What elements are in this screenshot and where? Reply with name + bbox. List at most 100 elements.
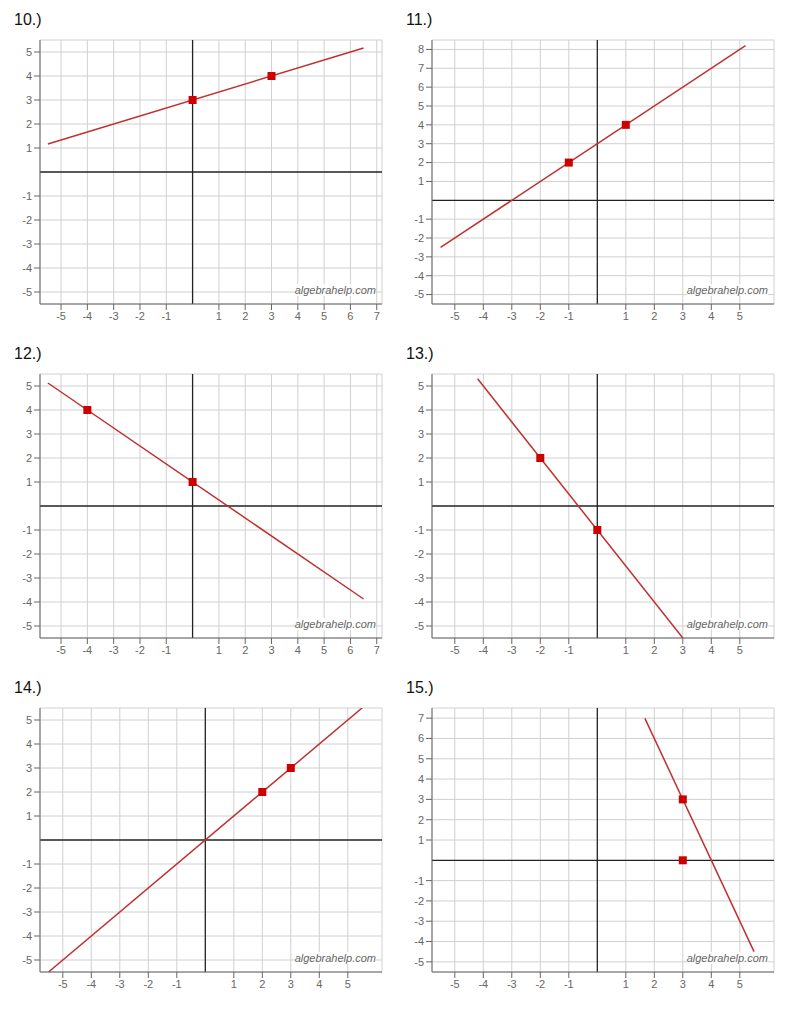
svg-text:-4: -4 <box>478 644 488 656</box>
svg-text:4: 4 <box>708 644 714 656</box>
svg-text:3: 3 <box>268 644 274 656</box>
svg-text:5: 5 <box>737 978 743 990</box>
svg-text:1: 1 <box>418 476 424 488</box>
svg-text:-2: -2 <box>535 978 545 990</box>
svg-text:3: 3 <box>26 762 32 774</box>
svg-text:2: 2 <box>242 310 248 322</box>
svg-text:-4: -4 <box>414 270 424 282</box>
svg-text:5: 5 <box>737 644 743 656</box>
svg-text:4: 4 <box>295 644 301 656</box>
svg-text:6: 6 <box>347 310 353 322</box>
svg-text:1: 1 <box>216 644 222 656</box>
svg-text:6: 6 <box>418 732 424 744</box>
svg-text:-2: -2 <box>535 310 545 322</box>
svg-text:-1: -1 <box>161 644 171 656</box>
svg-text:2: 2 <box>418 814 424 826</box>
svg-text:-1: -1 <box>414 524 424 536</box>
svg-text:-4: -4 <box>22 262 32 274</box>
svg-text:-4: -4 <box>478 310 488 322</box>
svg-text:4: 4 <box>708 310 714 322</box>
svg-text:-4: -4 <box>478 978 488 990</box>
svg-text:5: 5 <box>737 310 743 322</box>
svg-text:5: 5 <box>26 380 32 392</box>
svg-text:-3: -3 <box>507 644 517 656</box>
svg-text:2: 2 <box>418 156 424 168</box>
svg-text:-3: -3 <box>414 915 424 927</box>
svg-text:4: 4 <box>26 738 32 750</box>
svg-text:4: 4 <box>418 119 424 131</box>
svg-text:-4: -4 <box>414 935 424 947</box>
svg-text:1: 1 <box>231 978 237 990</box>
svg-text:-2: -2 <box>143 978 153 990</box>
svg-text:4: 4 <box>26 404 32 416</box>
svg-text:-2: -2 <box>22 214 32 226</box>
svg-text:-3: -3 <box>22 572 32 584</box>
svg-text:-4: -4 <box>86 978 96 990</box>
svg-text:-2: -2 <box>535 644 545 656</box>
svg-text:8: 8 <box>418 43 424 55</box>
svg-text:-1: -1 <box>564 978 574 990</box>
svg-text:4: 4 <box>316 978 322 990</box>
svg-text:-1: -1 <box>414 875 424 887</box>
svg-text:2: 2 <box>418 452 424 464</box>
svg-text:-3: -3 <box>109 644 119 656</box>
svg-text:2: 2 <box>26 118 32 130</box>
svg-text:-1: -1 <box>22 524 32 536</box>
svg-text:7: 7 <box>374 644 380 656</box>
svg-text:5: 5 <box>418 100 424 112</box>
svg-text:-1: -1 <box>564 644 574 656</box>
svg-text:1: 1 <box>418 834 424 846</box>
svg-text:3: 3 <box>418 793 424 805</box>
svg-text:5: 5 <box>418 753 424 765</box>
svg-text:3: 3 <box>268 310 274 322</box>
svg-text:-1: -1 <box>172 978 182 990</box>
svg-text:-5: -5 <box>450 310 460 322</box>
svg-text:-1: -1 <box>564 310 574 322</box>
svg-text:-1: -1 <box>414 213 424 225</box>
svg-text:7: 7 <box>418 712 424 724</box>
svg-text:-5: -5 <box>450 644 460 656</box>
svg-text:-3: -3 <box>22 906 32 918</box>
svg-text:-5: -5 <box>414 288 424 300</box>
svg-text:-2: -2 <box>414 548 424 560</box>
svg-text:3: 3 <box>680 644 686 656</box>
svg-text:-3: -3 <box>414 251 424 263</box>
svg-text:-2: -2 <box>22 882 32 894</box>
svg-text:-2: -2 <box>414 232 424 244</box>
svg-text:7: 7 <box>418 62 424 74</box>
svg-text:5: 5 <box>26 714 32 726</box>
svg-text:7: 7 <box>374 310 380 322</box>
svg-text:-3: -3 <box>507 310 517 322</box>
svg-text:-3: -3 <box>507 978 517 990</box>
svg-text:-5: -5 <box>58 978 68 990</box>
svg-text:4: 4 <box>295 310 301 322</box>
svg-text:3: 3 <box>680 310 686 322</box>
svg-text:-5: -5 <box>56 644 66 656</box>
svg-text:-5: -5 <box>450 978 460 990</box>
svg-text:-3: -3 <box>22 238 32 250</box>
svg-text:-5: -5 <box>22 620 32 632</box>
svg-text:4: 4 <box>26 70 32 82</box>
svg-text:5: 5 <box>26 46 32 58</box>
svg-text:-1: -1 <box>22 190 32 202</box>
svg-text:2: 2 <box>651 310 657 322</box>
svg-text:2: 2 <box>259 978 265 990</box>
svg-text:1: 1 <box>26 476 32 488</box>
svg-text:6: 6 <box>418 81 424 93</box>
svg-text:5: 5 <box>418 380 424 392</box>
svg-text:-4: -4 <box>414 596 424 608</box>
svg-text:3: 3 <box>26 428 32 440</box>
svg-text:-1: -1 <box>22 858 32 870</box>
svg-text:-2: -2 <box>414 895 424 907</box>
svg-text:1: 1 <box>623 644 629 656</box>
svg-text:-3: -3 <box>115 978 125 990</box>
svg-text:3: 3 <box>418 138 424 150</box>
svg-text:3: 3 <box>680 978 686 990</box>
svg-text:4: 4 <box>418 404 424 416</box>
svg-text:2: 2 <box>26 452 32 464</box>
svg-text:-2: -2 <box>22 548 32 560</box>
svg-text:-5: -5 <box>414 620 424 632</box>
svg-text:-4: -4 <box>82 644 92 656</box>
svg-text:1: 1 <box>418 175 424 187</box>
svg-text:1: 1 <box>26 810 32 822</box>
